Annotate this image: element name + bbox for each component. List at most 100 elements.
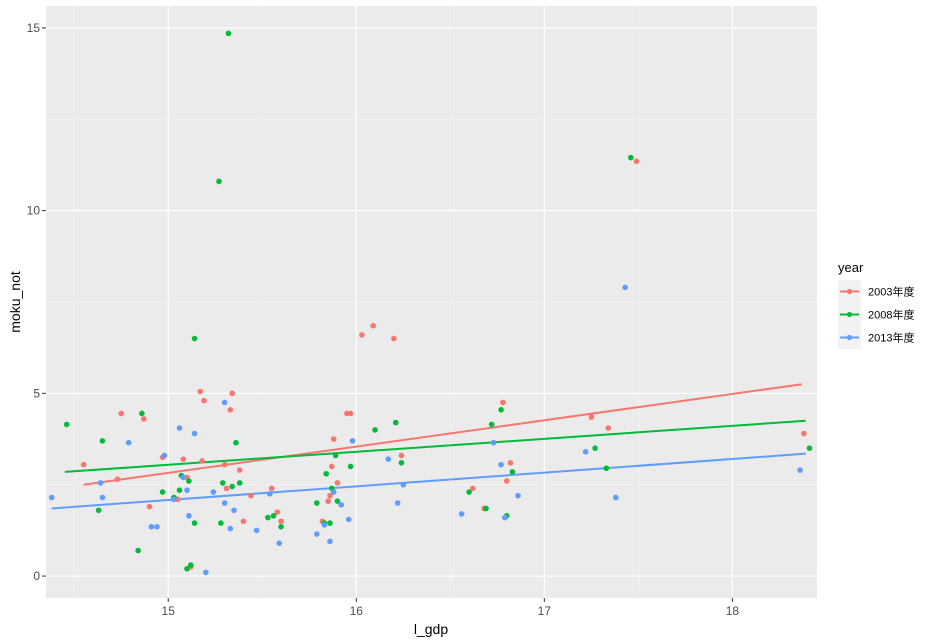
major-gridlines bbox=[46, 6, 817, 598]
data-point bbox=[146, 503, 153, 510]
data-point bbox=[349, 438, 356, 444]
data-point bbox=[118, 410, 125, 417]
data-point bbox=[488, 421, 495, 428]
data-point bbox=[612, 494, 619, 501]
legend-label: 2013年度 bbox=[868, 331, 914, 345]
data-point bbox=[400, 481, 407, 488]
data-point bbox=[63, 421, 70, 428]
data-point bbox=[97, 480, 104, 486]
data-point bbox=[140, 416, 147, 422]
y-tick-labels: 0 5 10 15 bbox=[27, 21, 41, 583]
data-point bbox=[603, 465, 610, 472]
data-point bbox=[628, 154, 634, 161]
data-point bbox=[483, 505, 489, 512]
data-point bbox=[347, 463, 354, 470]
data-point bbox=[191, 335, 198, 342]
data-point bbox=[332, 452, 339, 459]
data-point bbox=[359, 332, 365, 338]
data-point bbox=[470, 485, 476, 492]
data-point bbox=[330, 489, 337, 495]
data-point bbox=[338, 502, 345, 508]
data-point bbox=[507, 459, 514, 466]
data-point bbox=[391, 335, 397, 342]
data-points bbox=[48, 30, 813, 576]
data-point bbox=[398, 452, 405, 459]
data-point bbox=[227, 525, 234, 532]
data-point bbox=[229, 390, 235, 397]
data-point bbox=[278, 518, 284, 525]
data-point bbox=[500, 399, 506, 406]
fit-line bbox=[83, 383, 803, 486]
data-point bbox=[509, 469, 516, 475]
data-point bbox=[323, 470, 329, 477]
data-point bbox=[327, 492, 333, 499]
data-point bbox=[236, 480, 243, 486]
data-point bbox=[240, 518, 247, 525]
x-tick-label: 15 bbox=[162, 604, 176, 618]
data-point bbox=[458, 511, 465, 517]
legend-item: 2013年度 bbox=[838, 326, 914, 349]
data-point bbox=[227, 407, 234, 413]
data-point bbox=[268, 485, 275, 492]
data-point bbox=[266, 491, 273, 497]
data-point bbox=[191, 520, 198, 526]
legend-keys: 2003年度 2008年度 2013年度 bbox=[838, 280, 914, 349]
data-point bbox=[221, 399, 228, 406]
data-point bbox=[210, 489, 217, 495]
data-point bbox=[253, 527, 260, 534]
data-point bbox=[806, 445, 813, 451]
legend-label: 2003年度 bbox=[868, 285, 914, 299]
legend-label: 2008年度 bbox=[868, 308, 914, 322]
data-point bbox=[605, 425, 612, 431]
data-point bbox=[334, 498, 341, 504]
data-point bbox=[588, 414, 595, 420]
data-point bbox=[313, 531, 320, 537]
data-point bbox=[216, 178, 222, 185]
data-point bbox=[201, 397, 207, 404]
data-point bbox=[276, 540, 282, 546]
data-point bbox=[321, 522, 328, 528]
data-point bbox=[592, 445, 598, 451]
data-point bbox=[236, 467, 243, 473]
data-point bbox=[80, 461, 87, 468]
fit-line bbox=[64, 419, 806, 473]
data-point bbox=[135, 547, 141, 554]
data-point bbox=[498, 461, 504, 468]
legend-key-point bbox=[846, 311, 853, 318]
data-point bbox=[490, 439, 497, 446]
y-axis-title: moku_not bbox=[7, 271, 23, 333]
data-point bbox=[180, 456, 187, 462]
legend-key-point bbox=[846, 288, 853, 295]
data-point bbox=[278, 523, 284, 530]
data-point bbox=[334, 480, 341, 486]
y-tick-label: 5 bbox=[33, 386, 40, 400]
data-point bbox=[233, 439, 239, 446]
data-point bbox=[219, 480, 226, 486]
x-tick-label: 17 bbox=[538, 604, 552, 618]
data-point bbox=[176, 487, 183, 493]
data-point bbox=[171, 496, 177, 503]
data-point bbox=[498, 407, 504, 413]
data-point bbox=[95, 507, 102, 514]
data-point bbox=[466, 489, 472, 495]
y-tick-label: 15 bbox=[27, 21, 41, 35]
legend-key-point bbox=[846, 334, 853, 341]
data-point bbox=[159, 489, 166, 495]
data-point bbox=[582, 449, 589, 455]
data-point bbox=[184, 487, 190, 493]
x-tick-labels: 15 16 17 18 bbox=[162, 604, 740, 618]
data-point bbox=[231, 507, 237, 514]
data-point bbox=[125, 439, 132, 446]
data-point bbox=[398, 459, 405, 466]
data-point bbox=[313, 500, 320, 506]
data-point bbox=[372, 427, 378, 433]
data-point bbox=[265, 514, 271, 521]
data-point bbox=[186, 478, 192, 484]
axis-ticks bbox=[42, 27, 733, 602]
legend-item: 2008年度 bbox=[838, 303, 914, 326]
data-point bbox=[502, 514, 508, 521]
x-tick-label: 16 bbox=[350, 604, 364, 618]
data-point bbox=[274, 509, 281, 515]
data-point bbox=[327, 538, 333, 545]
